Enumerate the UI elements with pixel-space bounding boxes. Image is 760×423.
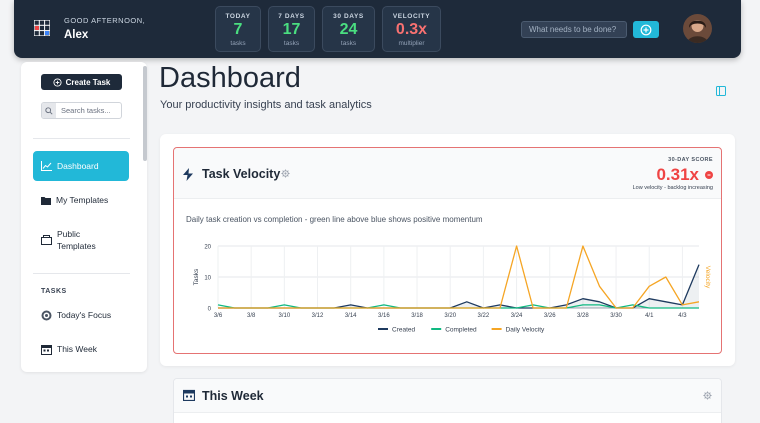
x-tick-label: 3/10 [279, 313, 291, 319]
stat-value: 17 [282, 21, 301, 38]
folder-icon [41, 196, 51, 205]
stat-label: VELOCITY [392, 13, 431, 20]
this-week-header: This Week [174, 379, 721, 413]
gear-icon[interactable] [703, 391, 712, 400]
tasks-section-title: TASKS [41, 288, 67, 295]
sidebar-item-label: Public Templates [57, 228, 96, 252]
sidebar-item-label: My Templates [56, 195, 109, 205]
this-week-card: This Week [173, 378, 722, 423]
x-tick-label: 3/24 [511, 313, 523, 319]
sidebar-search [41, 102, 122, 119]
calendar-icon [183, 389, 195, 401]
x-tick-label: 3/12 [312, 313, 324, 319]
x-tick-label: 3/22 [478, 313, 490, 319]
target-icon [41, 310, 52, 320]
sidebar-item-label-line2: Templates [57, 241, 96, 251]
x-tick-label: 3/16 [378, 313, 390, 319]
score-label: 30-DAY SCORE [668, 157, 713, 163]
stat-label: 7 DAYS [278, 13, 305, 20]
user-photo-icon [683, 14, 712, 43]
velocity-title: Task Velocity [202, 167, 281, 181]
stat-value: 24 [339, 21, 358, 38]
x-tick-label: 3/30 [610, 313, 622, 319]
quick-add-button[interactable] [633, 21, 659, 38]
chart-description: Daily task creation vs completion - gree… [186, 215, 483, 224]
stat-7-days: 7 DAYS 17 tasks [268, 6, 315, 52]
sidebar-item-label: This Week [57, 344, 97, 354]
stat-value: 0.3x [395, 21, 428, 38]
quick-add-input[interactable] [521, 21, 627, 38]
calendar-icon [41, 344, 52, 355]
series-line-daily-velocity [218, 245, 700, 309]
y-tick-label: 0 [208, 307, 212, 313]
chart-line-icon [41, 161, 52, 171]
score-description: Low velocity - backlog increasing [632, 185, 713, 191]
plus-circle-icon [640, 24, 652, 35]
search-input[interactable] [56, 106, 120, 115]
sidebar-item-this-week[interactable]: This Week [33, 343, 129, 355]
sidebar-item-public-templates[interactable]: Public Templates [33, 228, 129, 252]
greeting-text: GOOD AFTERNOON, [64, 16, 146, 25]
top-header: GOOD AFTERNOON, Alex TODAY 7 tasks 7 DAY… [14, 0, 741, 58]
create-task-button[interactable]: Create Task [41, 74, 122, 90]
stat-value: 7 [233, 21, 243, 38]
sidebar-item-label-line1: Public [57, 229, 81, 239]
series-line-created [218, 264, 700, 309]
sidebar-toggle-icon[interactable] [716, 86, 726, 96]
plus-circle-icon [53, 77, 62, 87]
score-value: 0.31x [656, 165, 699, 184]
x-tick-label: 4/1 [645, 313, 654, 319]
stat-label: 30 DAYS [333, 13, 364, 20]
stat-sub: tasks [230, 40, 246, 47]
x-tick-label: 3/8 [247, 313, 256, 319]
y-axis-label: Tasks [193, 268, 200, 285]
user-name: Alex [64, 29, 89, 41]
box-icon [41, 235, 52, 245]
stat-sub: tasks [340, 40, 357, 47]
stat-30-days: 30 DAYS 24 tasks [322, 6, 375, 52]
x-tick-label: 3/26 [544, 313, 556, 319]
x-tick-label: 4/3 [678, 313, 687, 319]
sidebar-item-my-templates[interactable]: My Templates [33, 194, 129, 206]
series-area-created [218, 264, 699, 308]
sidebar-item-label: Dashboard [57, 161, 99, 171]
legend-label: Created [392, 327, 416, 334]
y-tick-label: 10 [204, 276, 211, 282]
legend-label: Completed [445, 327, 477, 334]
sidebar-scrollbar[interactable] [143, 66, 147, 161]
stat-sub: multiplier [398, 40, 425, 47]
velocity-card: Task Velocity 30-DAY SCORE 0.31x Low vel… [173, 147, 722, 354]
sidebar-item-dashboard[interactable]: Dashboard [33, 151, 129, 181]
page-title: Dashboard [159, 62, 301, 94]
sidebar-item-todays-focus[interactable]: Today's Focus [33, 309, 129, 321]
x-tick-label: 3/14 [345, 313, 357, 319]
y2-axis-label: Velocity [704, 266, 711, 289]
this-week-title: This Week [202, 389, 264, 403]
stat-label: TODAY [225, 13, 251, 20]
divider [33, 273, 130, 274]
velocity-chart: 0 10 20 3/6 3/8 3/10 3/12 3/14 3/16 3/18 3/20 3/22 3… [193, 245, 711, 334]
x-tick-label: 3/28 [577, 313, 589, 319]
lightning-icon [183, 168, 193, 181]
legend-label: Daily Velocity [506, 327, 545, 334]
info-icon[interactable] [705, 171, 713, 179]
sidebar: Create Task Dashboard My Templates Publ [21, 62, 147, 372]
x-tick-label: 3/20 [444, 313, 456, 319]
stat-sub: tasks [283, 40, 300, 47]
create-task-label: Create Task [65, 77, 111, 87]
x-tick-label: 3/6 [214, 313, 223, 319]
app-logo-icon [34, 20, 50, 36]
page-subtitle: Your productivity insights and task anal… [160, 99, 372, 111]
search-icon [42, 103, 56, 118]
avatar[interactable] [683, 14, 712, 43]
divider [33, 138, 130, 139]
stat-velocity: VELOCITY 0.3x multiplier [382, 6, 441, 52]
stat-today: TODAY 7 tasks [215, 6, 261, 52]
velocity-card-header: Task Velocity 30-DAY SCORE 0.31x Low vel… [174, 148, 721, 199]
sidebar-item-label: Today's Focus [57, 310, 112, 320]
y-tick-label: 20 [204, 245, 211, 251]
x-tick-label: 3/18 [411, 313, 423, 319]
gear-icon[interactable] [281, 169, 290, 178]
